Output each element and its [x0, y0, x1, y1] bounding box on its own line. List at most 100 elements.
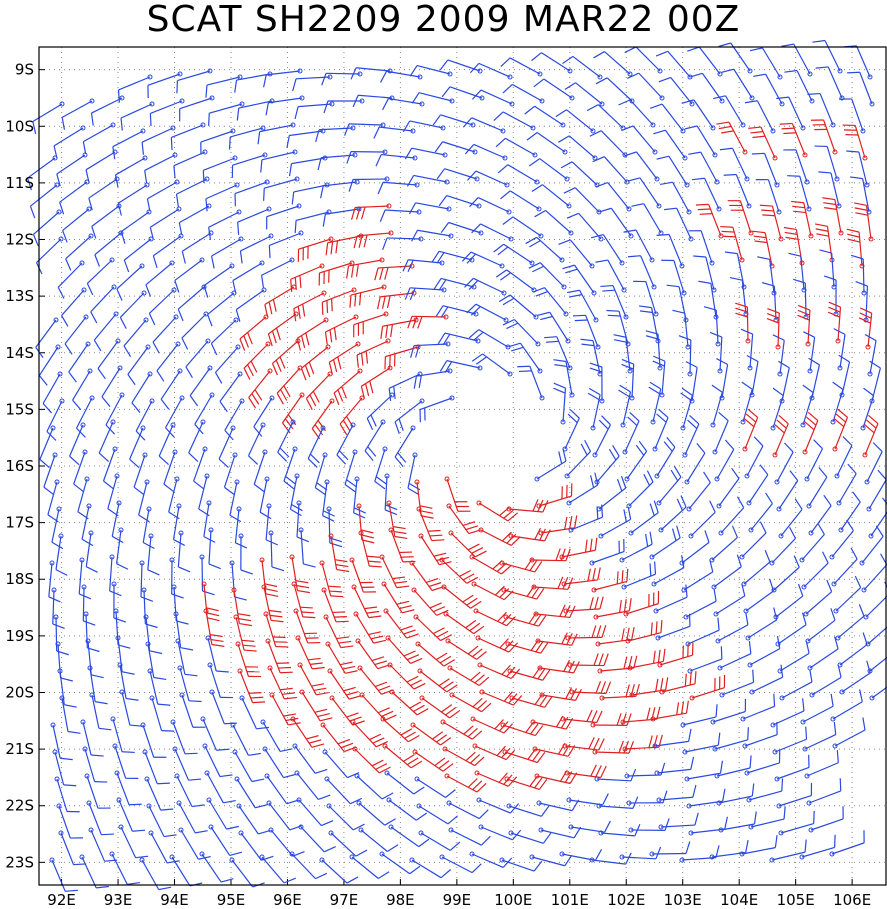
barb-staff: [591, 551, 625, 564]
barb-staff: [448, 221, 482, 234]
wind-barb: [529, 158, 570, 182]
barb-staff: [571, 691, 606, 695]
wind-barb: [229, 479, 242, 523]
barb-staff: [151, 697, 163, 731]
barb-station: [380, 716, 386, 722]
barb-station: [89, 692, 95, 698]
barb-staff: [409, 120, 444, 129]
barb-station: [319, 263, 325, 269]
wind-barb: [194, 392, 215, 435]
barb-station: [470, 716, 476, 722]
barb-feather: [59, 202, 65, 215]
barb-feather: [338, 640, 352, 644]
wind-barb: [323, 98, 365, 114]
barb-staff: [241, 697, 257, 730]
barb-station: [829, 554, 835, 560]
barb-feather: [627, 255, 641, 258]
barb-staff: [271, 694, 289, 726]
barb-feather: [400, 625, 413, 631]
barb-feather: [208, 563, 221, 570]
barb-station: [204, 176, 210, 182]
barb-station: [716, 800, 722, 806]
barb-feather: [828, 301, 841, 308]
wind-barb: [799, 834, 836, 860]
barb-feather: [435, 652, 448, 661]
barb-station: [593, 614, 599, 620]
wind-barb: [441, 584, 482, 609]
barb-feather: [781, 127, 795, 130]
barb-station: [623, 611, 629, 617]
barb-staff: [235, 289, 265, 311]
wind-barb: [259, 476, 272, 520]
wind-barb: [265, 638, 293, 674]
wind-barb: [176, 800, 208, 834]
barb-station: [568, 230, 574, 236]
barb-staff: [54, 751, 65, 786]
barb-staff: [178, 802, 196, 834]
wind-barb: [633, 280, 659, 317]
barb-station: [202, 149, 208, 155]
barb-feather: [673, 465, 682, 478]
barb-feather: [436, 252, 445, 264]
wind-barb: [349, 284, 387, 308]
barb-station: [267, 665, 273, 671]
barb-feather: [175, 194, 179, 207]
barb-station: [561, 581, 567, 587]
wind-barb: [777, 640, 810, 674]
wind-barb: [624, 46, 663, 74]
barb-staff: [564, 417, 580, 450]
wind-barb: [850, 254, 867, 296]
barb-station: [709, 260, 715, 266]
barb-staff: [774, 423, 789, 456]
barb-feather: [346, 151, 352, 164]
barb-staff: [681, 541, 710, 564]
barb-station: [199, 257, 205, 263]
barb-feather: [304, 364, 311, 378]
barb-feather: [348, 179, 354, 192]
barb-staff: [418, 805, 449, 825]
wind-barb: [384, 770, 425, 795]
barb-staff: [449, 667, 480, 686]
wind-barb: [802, 411, 819, 455]
wind-barb: [239, 233, 274, 264]
barb-staff: [739, 200, 752, 234]
barb-staff: [765, 73, 783, 105]
barb-staff: [807, 310, 811, 345]
wind-barb: [257, 122, 296, 145]
wind-barb: [318, 260, 355, 286]
barb-staff: [862, 395, 875, 429]
barb-staff: [380, 292, 415, 298]
barb-staff: [102, 448, 116, 482]
barb-station: [596, 803, 602, 809]
barb-station: [147, 668, 153, 674]
barb-station: [116, 797, 122, 803]
barb-staff: [732, 227, 743, 261]
barb-station: [298, 824, 304, 830]
wind-barb: [172, 503, 186, 546]
barb-staff: [506, 778, 540, 790]
barb-feather: [586, 104, 599, 112]
barb-station: [476, 203, 482, 209]
barb-feather: [393, 530, 407, 535]
barb-feather: [351, 207, 356, 220]
barb-staff: [64, 316, 87, 345]
barb-feather: [315, 872, 328, 880]
wind-barb: [117, 182, 150, 216]
wind-barb: [477, 662, 521, 680]
barb-feather: [470, 306, 481, 316]
barb-feather: [656, 413, 667, 423]
wind-barb: [206, 797, 240, 830]
barb-staff: [575, 82, 603, 105]
barb-station: [686, 209, 692, 215]
barb-feather: [42, 403, 52, 414]
barb-staff: [656, 446, 676, 477]
barb-staff: [416, 778, 446, 799]
barb-staff: [510, 832, 544, 844]
barb-staff: [394, 427, 414, 458]
barb-feather: [410, 657, 423, 664]
barb-station: [266, 503, 272, 509]
barb-feather: [409, 701, 422, 709]
barb-feather: [353, 235, 358, 249]
wind-barb: [118, 824, 149, 859]
barb-staff: [81, 856, 97, 889]
